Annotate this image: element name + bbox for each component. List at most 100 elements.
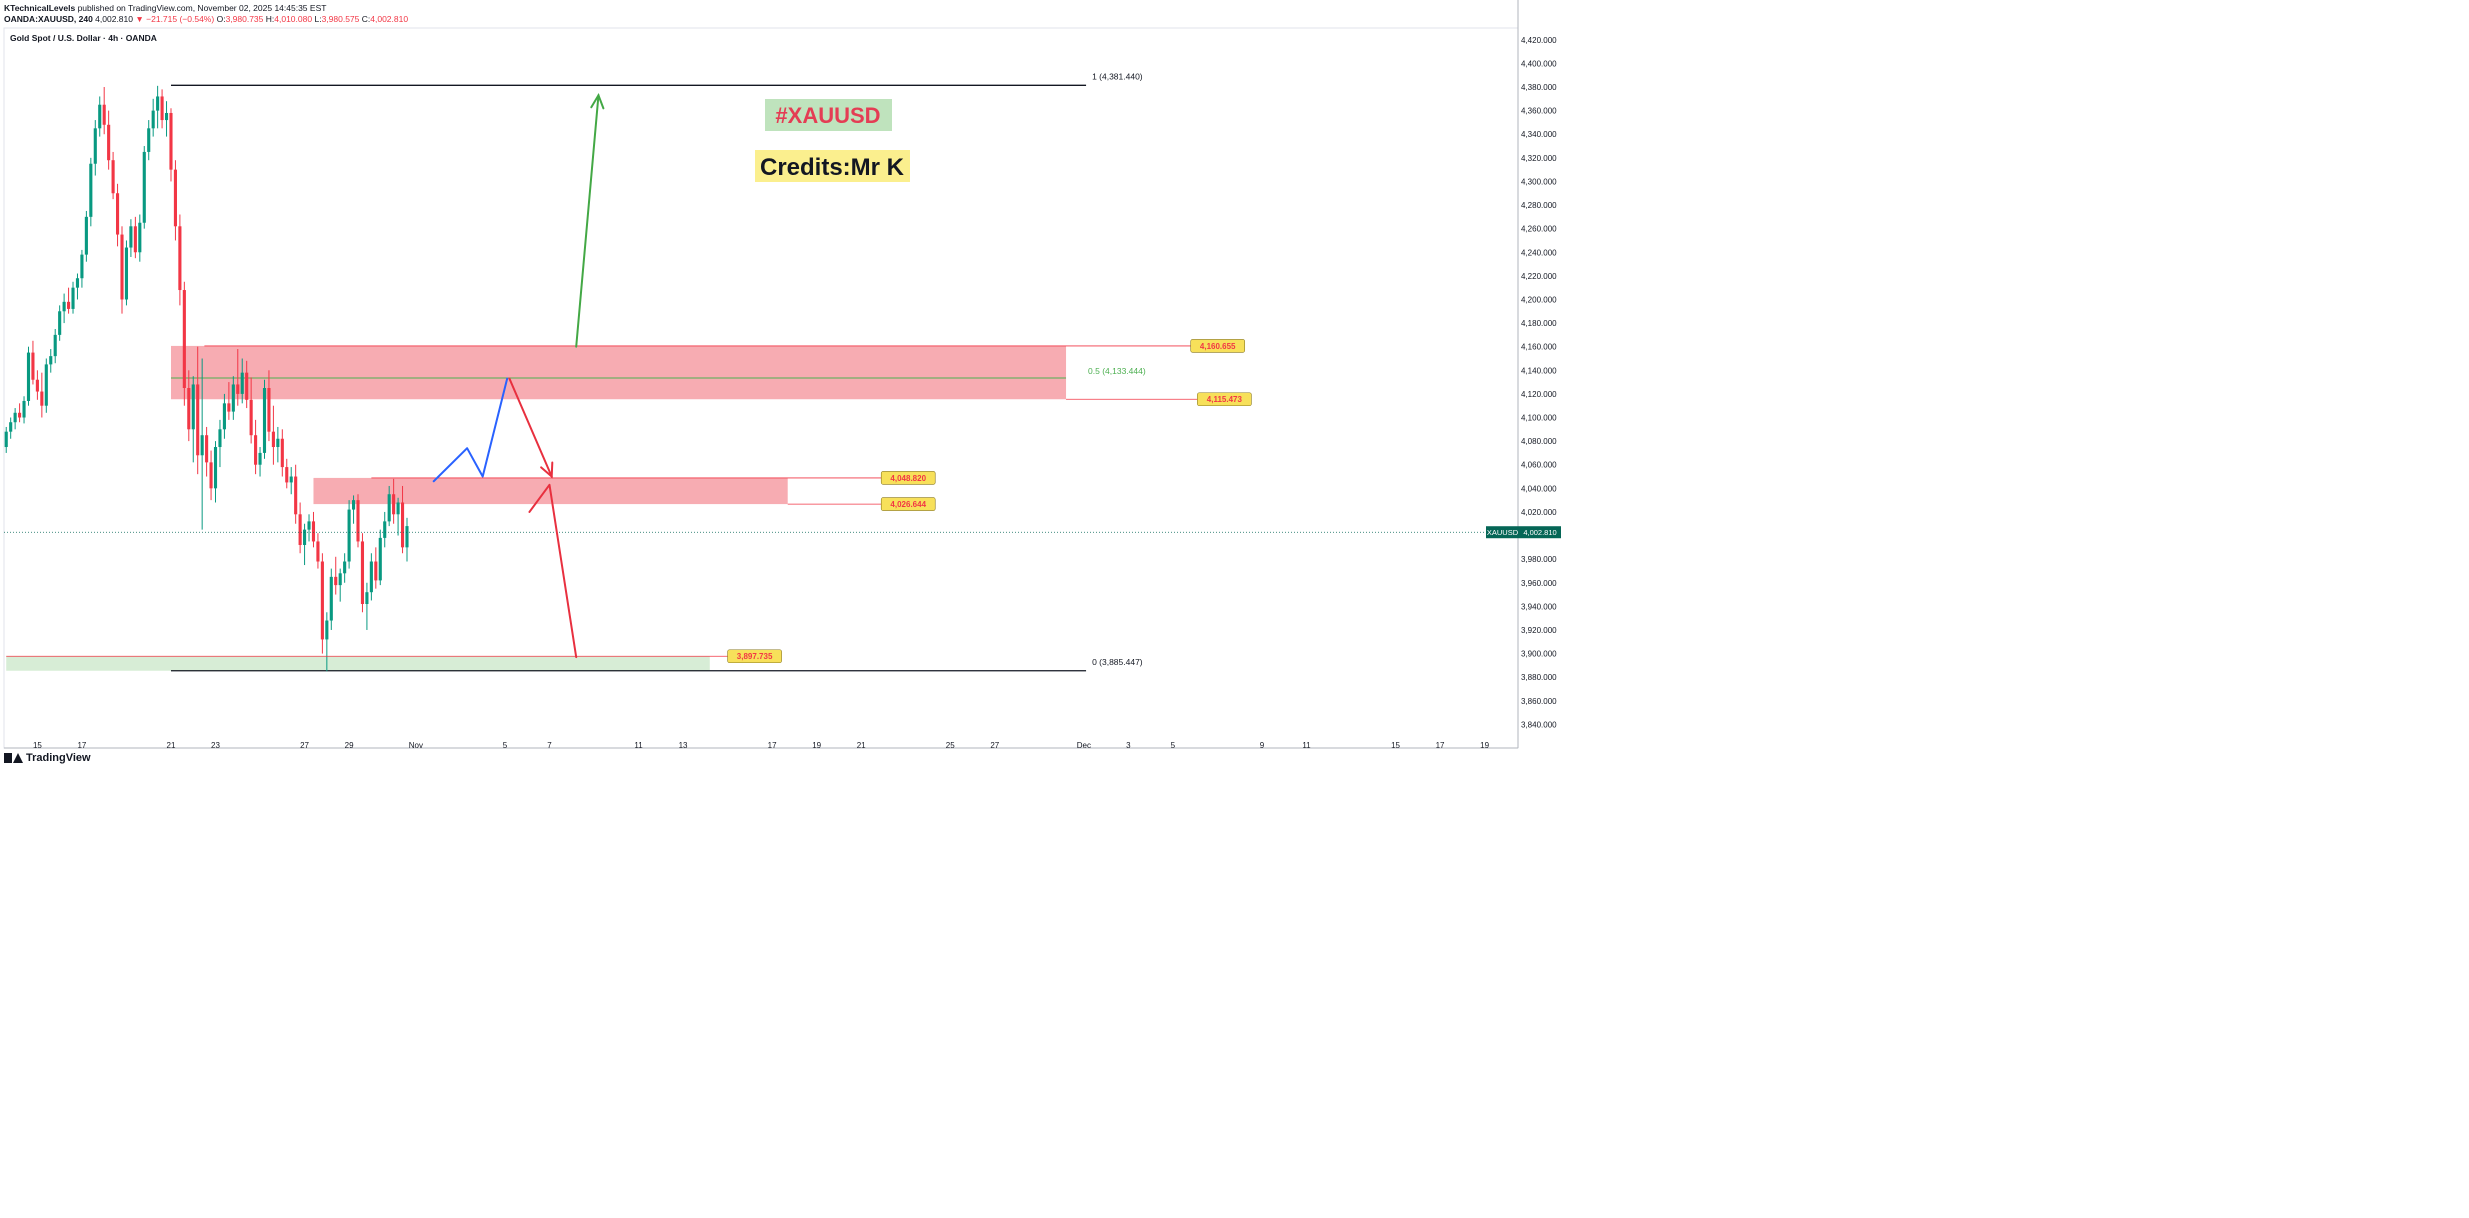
published-text: published on TradingView.com, November 0…	[77, 3, 327, 13]
candle-body	[80, 254, 84, 279]
candle-body	[276, 438, 280, 448]
candle-body	[58, 311, 62, 335]
price-tag-label: 4,026.644	[890, 500, 926, 509]
candle-body	[62, 301, 66, 312]
fib-level-1-label: 1 (4,381.440)	[1092, 71, 1143, 81]
y-tick-label: 4,200.000	[1521, 295, 1557, 304]
y-tick-label: 4,240.000	[1521, 248, 1557, 257]
candle-body	[298, 514, 302, 545]
x-tick-label: 17	[77, 741, 86, 750]
candle-body	[347, 509, 351, 562]
candle-body	[31, 352, 35, 380]
x-tick-label: 9	[1260, 741, 1265, 750]
x-tick-label: 17	[1436, 741, 1445, 750]
x-tick-label: 27	[990, 741, 999, 750]
candle-body	[93, 128, 97, 164]
candle-body	[334, 576, 338, 586]
y-tick-label: 3,880.000	[1521, 673, 1557, 682]
candle-body	[160, 96, 164, 121]
high-value: 4,010.080	[274, 14, 313, 24]
candle-body	[405, 526, 409, 548]
candle-body	[262, 388, 267, 453]
ohlc-line: OANDA:XAUUSD, 240 4,002.810 ▼ −21.715 (−…	[4, 14, 408, 24]
candle-body	[378, 537, 382, 581]
low-label: L:	[314, 14, 322, 24]
y-tick-label: 4,060.000	[1521, 461, 1557, 470]
price-tag-box	[880, 471, 936, 485]
x-tick-label: 25	[946, 741, 955, 750]
zone-2	[6, 656, 710, 671]
red-arrow-line	[508, 377, 553, 478]
xauusd-tag-text: #XAUUSD	[775, 103, 880, 128]
candle-body	[89, 163, 93, 217]
candle-body	[84, 216, 88, 255]
symbol-interval: OANDA:XAUUSD, 240	[4, 14, 93, 24]
candle-body	[187, 388, 191, 430]
y-tick-label: 4,040.000	[1521, 484, 1557, 493]
candle-body	[182, 290, 186, 388]
candle-body	[249, 399, 253, 436]
y-tick-label: 3,980.000	[1521, 555, 1557, 564]
candle-body	[164, 112, 169, 121]
candle-body	[209, 462, 213, 489]
candle-body	[35, 379, 39, 392]
candle-body	[173, 169, 177, 227]
x-tick-label: Nov	[409, 741, 423, 750]
red-path-line	[528, 483, 578, 659]
x-tick-label: 29	[345, 741, 354, 750]
candle-body	[213, 447, 218, 489]
last-value: 4,002.810	[95, 14, 133, 24]
x-tick-label: 19	[1480, 741, 1489, 750]
candle-body	[107, 124, 111, 161]
candle-body	[124, 247, 129, 300]
x-tick-label: 5	[1171, 741, 1176, 750]
tradingview-logo-icon[interactable]	[4, 753, 23, 763]
candle-body	[178, 226, 182, 291]
candle-body	[338, 573, 342, 586]
candle-body	[236, 384, 240, 394]
x-tick-label: 15	[33, 741, 42, 750]
candle-body	[191, 384, 195, 430]
y-tick-label: 4,400.000	[1521, 59, 1557, 68]
candle-body	[40, 391, 44, 406]
publish-line: KTechnicalLevels published on TradingVie…	[4, 3, 326, 13]
candle-body	[311, 521, 316, 542]
blue-path-line	[432, 377, 509, 483]
candle-body	[316, 541, 320, 562]
candle-body	[205, 435, 209, 463]
price-tag-box	[880, 497, 936, 511]
y-tick-label: 3,900.000	[1521, 650, 1557, 659]
open-label: O:	[216, 14, 226, 24]
green-arrow-line	[575, 94, 600, 348]
footer-brand: TradingView	[26, 752, 91, 764]
price-tag-label: 3,897.735	[737, 652, 773, 661]
fib-level-05-label: 0.5 (4,133.444)	[1088, 366, 1146, 376]
candle-body	[98, 104, 102, 129]
y-tick-label: 4,080.000	[1521, 437, 1557, 446]
candle-body	[142, 151, 146, 223]
x-tick-label: 17	[768, 741, 777, 750]
close-label: C:	[361, 14, 371, 24]
x-tick-label: 11	[634, 741, 643, 750]
candle-body	[258, 452, 262, 465]
candle-body	[280, 438, 284, 468]
price-tag-box	[727, 649, 782, 664]
candle-body	[129, 226, 133, 248]
x-tick-label: 19	[812, 741, 821, 750]
y-tick-label: 4,420.000	[1521, 36, 1557, 45]
candle-body	[102, 104, 106, 125]
candle-body	[227, 403, 231, 412]
candle-body	[44, 364, 48, 406]
candle-body	[222, 403, 226, 430]
y-tick-label: 3,940.000	[1521, 602, 1557, 611]
candle-body	[294, 476, 298, 515]
low-value: 3,980.575	[321, 14, 360, 24]
candle-body	[133, 226, 137, 253]
candle-body	[18, 412, 22, 418]
publisher-name[interactable]: KTechnicalLevels	[4, 3, 76, 13]
candle-body	[360, 541, 365, 604]
price-chart[interactable]: Gold Spot / U.S. Dollar · 4h · OANDA 1 (4…	[0, 0, 1568, 768]
candle-body	[271, 431, 275, 448]
close-value: 4,002.810	[370, 14, 409, 24]
credits-text: Credits:Mr K	[760, 154, 905, 181]
